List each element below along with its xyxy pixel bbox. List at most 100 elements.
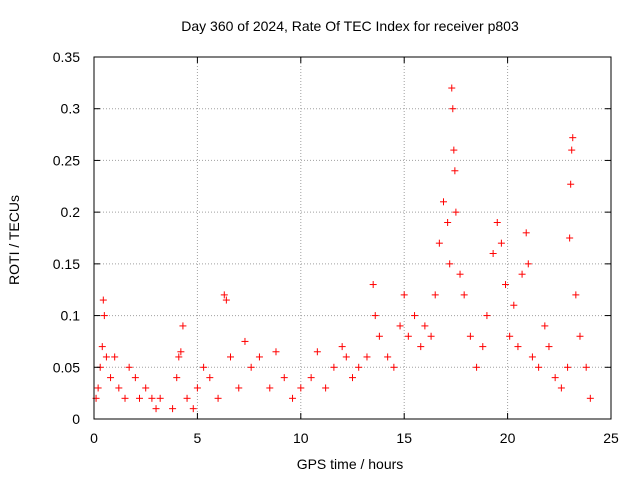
data-point [206,374,214,382]
data-point [102,353,110,361]
y-tick-label: 0.2 [61,204,81,220]
data-point [528,353,536,361]
data-point [396,322,404,330]
data-point [493,218,501,226]
data-point [169,405,177,413]
data-point [421,322,429,330]
y-tick-label: 0.35 [53,49,80,65]
data-point [582,363,590,371]
data-point [330,363,338,371]
y-tick-label: 0.25 [53,152,80,168]
data-point [98,343,106,351]
data-point [148,394,156,402]
x-tick-label: 5 [194,430,202,446]
x-tick-label: 25 [603,430,619,446]
y-tick-label: 0.05 [53,359,80,375]
data-point [371,312,379,320]
data-point [135,394,143,402]
data-point [446,260,454,268]
x-axis-label: GPS time / hours [296,456,404,472]
x-tick-label: 15 [396,430,412,446]
data-point [417,343,425,351]
data-point [99,296,107,304]
data-point [460,291,468,299]
data-point [152,405,160,413]
data-point [131,374,139,382]
data-point [220,291,228,299]
data-point [322,384,330,392]
data-point [404,332,412,340]
data-point [255,353,263,361]
data-point [452,208,460,216]
axes-layer [93,56,612,420]
data-point [121,394,129,402]
y-tick-label: 0.3 [61,101,81,117]
data-point [363,353,371,361]
data-points-layer [92,84,594,413]
data-point [235,384,243,392]
data-point [156,394,164,402]
data-point [338,343,346,351]
data-point [241,337,249,345]
data-point [222,296,230,304]
data-point [355,363,363,371]
data-point [566,234,574,242]
data-point [450,146,458,154]
data-point [349,374,356,382]
y-axis-label: ROTI / TECUs [6,195,22,285]
data-point [572,291,580,299]
x-tick-label: 10 [293,430,309,446]
data-point [557,384,565,392]
data-point [280,374,288,382]
data-point [94,384,102,392]
data-point [189,405,197,413]
x-tick-label: 0 [90,430,98,446]
data-point [125,363,133,371]
data-point [456,270,464,278]
data-point [435,239,443,247]
x-tick-label: 20 [500,430,516,446]
plot-border [93,56,612,420]
data-point [173,374,181,382]
grid-layer [94,57,611,419]
data-point [510,301,518,309]
data-point [466,332,474,340]
data-point [451,167,459,175]
data-point [439,198,447,206]
data-point [200,363,208,371]
data-point [390,363,398,371]
data-point [111,353,119,361]
data-point [483,312,491,320]
data-point [506,332,514,340]
data-point [448,84,456,92]
data-point [297,384,305,392]
data-point [342,353,350,361]
data-point [514,343,522,351]
data-point [307,374,315,382]
data-point [193,384,201,392]
data-point [551,374,559,382]
y-tick-label: 0.15 [53,256,80,272]
data-point [545,343,553,351]
data-point [449,105,457,113]
data-point [497,239,505,247]
data-point [400,291,408,299]
data-point [289,394,297,402]
data-point [183,394,191,402]
data-point [479,343,487,351]
data-point [576,332,584,340]
data-point [107,374,115,382]
data-point [569,134,577,142]
data-point [175,353,183,361]
data-point [541,322,549,330]
data-point [518,270,526,278]
data-point [431,291,439,299]
data-point [473,363,481,371]
tick-labels-layer: 0 5 10 15 20 25 0 0.05 0.1 0.15 0.2 0.25 0.3 0.35 [53,49,619,446]
data-point [489,250,497,258]
data-point [247,363,255,371]
data-point [502,281,510,289]
data-point [369,281,377,289]
data-point [567,180,575,188]
